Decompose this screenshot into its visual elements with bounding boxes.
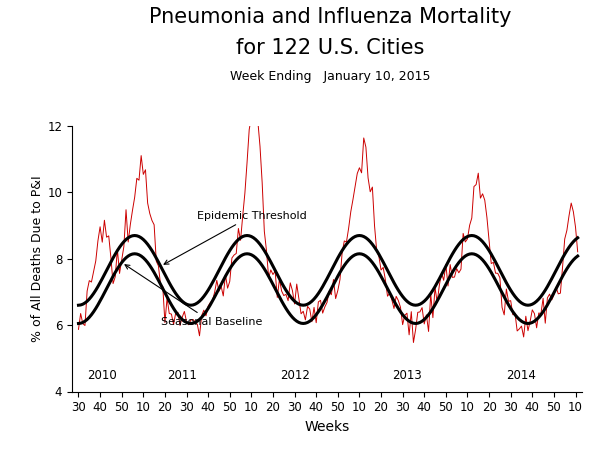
Text: Pneumonia and Influenza Mortality: Pneumonia and Influenza Mortality	[149, 7, 511, 27]
Text: Epidemic Threshold: Epidemic Threshold	[164, 211, 307, 264]
Text: 2010: 2010	[88, 369, 117, 382]
X-axis label: Weeks: Weeks	[304, 420, 350, 434]
Text: 2012: 2012	[280, 369, 310, 382]
Text: for 122 U.S. Cities: for 122 U.S. Cities	[236, 38, 424, 58]
Text: 2014: 2014	[506, 369, 536, 382]
Text: Seasonal Baseline: Seasonal Baseline	[125, 265, 262, 327]
Text: Week Ending   January 10, 2015: Week Ending January 10, 2015	[230, 70, 430, 83]
Text: 2013: 2013	[392, 369, 422, 382]
Text: 2011: 2011	[167, 369, 197, 382]
Y-axis label: % of All Deaths Due to P&I: % of All Deaths Due to P&I	[31, 176, 44, 342]
